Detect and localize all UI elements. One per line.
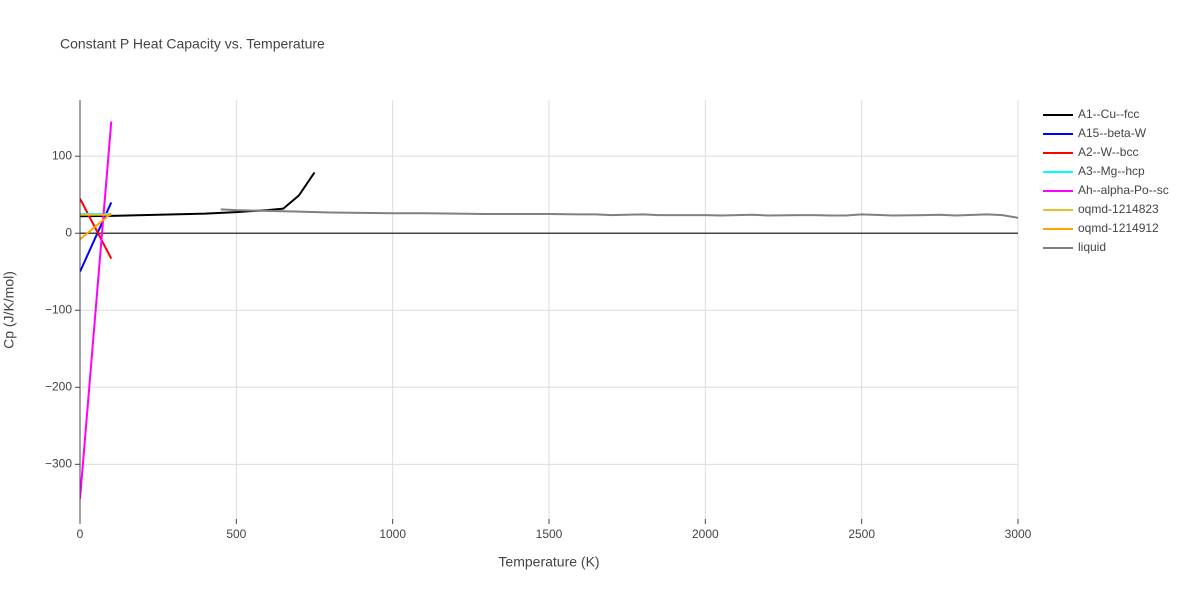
legend-label: Ah--alpha-Po--sc — [1078, 183, 1169, 197]
legend-label: liquid — [1078, 240, 1106, 254]
chart-title: Constant P Heat Capacity vs. Temperature — [60, 36, 325, 52]
x-tick-label: 3000 — [1005, 527, 1032, 541]
series-line — [80, 121, 113, 500]
legend: A1--Cu--fcc A15--beta-W A2--W--bcc A3--Mg--… — [1043, 107, 1169, 254]
series-line — [80, 202, 113, 273]
x-axis-title: Temperature (K) — [498, 554, 599, 570]
legend-label: A15--beta-W — [1078, 126, 1147, 140]
y-tick-label: 0 — [65, 225, 72, 239]
legend-label: oqmd-1214823 — [1078, 202, 1159, 216]
y-tick-label: 100 — [52, 148, 72, 162]
x-tick-label: 2000 — [692, 527, 719, 541]
legend-label: A1--Cu--fcc — [1078, 107, 1139, 121]
legend-label: A3--Mg--hcp — [1078, 164, 1145, 178]
y-tick-label: −100 — [45, 302, 72, 316]
grid: 0 500 1000 1500 2000 2500 3000 −300 −200 −100 0 100 — [45, 100, 1032, 541]
series-line — [80, 171, 316, 218]
plot-area — [80, 121, 1018, 500]
y-tick-label: −300 — [45, 456, 72, 470]
y-axis-title: Cp (J/K/mol) — [1, 271, 17, 349]
legend-label: A2--W--bcc — [1078, 145, 1138, 159]
x-tick-label: 1500 — [536, 527, 563, 541]
x-tick-label: 0 — [77, 527, 84, 541]
y-tick-label: −200 — [45, 379, 72, 393]
series-line — [220, 208, 1018, 219]
series-line — [80, 212, 112, 241]
series-line — [80, 198, 113, 260]
x-tick-label: 1000 — [379, 527, 406, 541]
legend-label: oqmd-1214912 — [1078, 221, 1159, 235]
x-tick-label: 2500 — [848, 527, 875, 541]
x-tick-label: 500 — [226, 527, 246, 541]
